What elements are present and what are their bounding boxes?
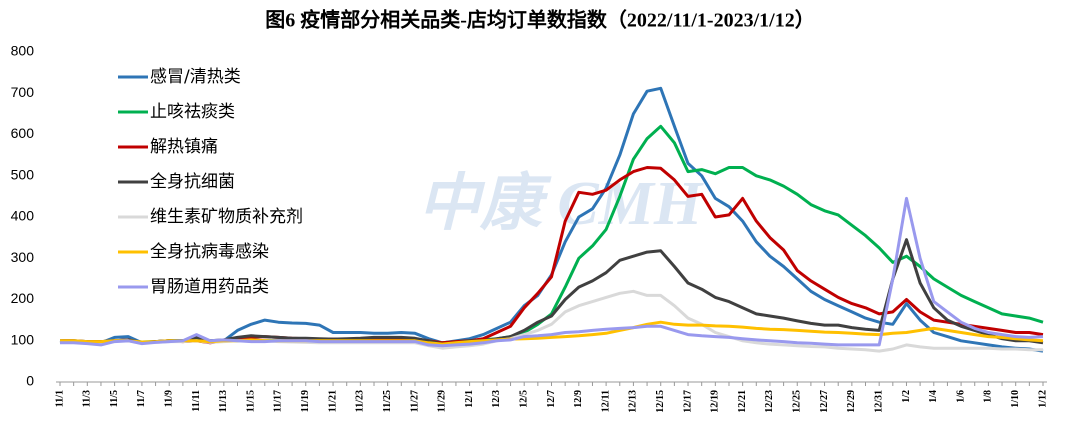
x-tick-label: 12/13 — [628, 390, 639, 413]
x-tick-label: 11/23 — [355, 390, 366, 412]
y-tick-label: 300 — [11, 249, 35, 265]
x-tick-label: 11/29 — [437, 390, 448, 412]
x-tick-label: 12/11 — [600, 390, 611, 412]
x-tick-label: 11/21 — [327, 390, 338, 412]
x-tick-label: 12/31 — [873, 390, 884, 413]
x-tick-label: 11/7 — [136, 390, 147, 407]
x-tick-label: 11/15 — [245, 390, 256, 412]
y-tick-label: 400 — [11, 208, 35, 224]
x-tick-label: 12/23 — [764, 390, 775, 413]
x-tick-label: 12/5 — [518, 390, 529, 408]
y-tick-label: 100 — [11, 331, 35, 347]
x-tick-label: 11/3 — [82, 390, 93, 407]
x-tick-label: 11/1 — [54, 390, 65, 407]
x-tick-label: 1/8 — [983, 390, 994, 403]
x-tick-label: 11/25 — [382, 390, 393, 412]
line-series — [60, 196, 1044, 348]
y-tick-label: 700 — [11, 84, 35, 100]
x-tick-label: 11/17 — [273, 390, 284, 412]
legend-label: 全身抗病毒感染 — [150, 242, 269, 262]
x-tick-label: 12/21 — [737, 390, 748, 413]
x-tick-label: 12/7 — [546, 390, 557, 408]
y-tick-label: 0 — [26, 373, 34, 389]
x-tick-label: 12/1 — [464, 390, 475, 408]
x-tick-label: 12/15 — [655, 390, 666, 413]
watermark: 中康 CMH — [418, 170, 704, 238]
legend-label: 胃肠道用药品类 — [150, 277, 269, 297]
x-tick-label: 11/5 — [109, 390, 120, 407]
x-tick-label: 11/11 — [191, 390, 202, 412]
legend-label: 解热镇痛 — [150, 137, 218, 157]
legend-label: 止咳祛痰类 — [150, 102, 235, 122]
legend-label: 感冒/清热类 — [150, 67, 241, 87]
x-tick-label: 11/9 — [164, 390, 175, 407]
x-tick-label: 12/19 — [710, 390, 721, 413]
x-tick-label: 11/13 — [218, 390, 229, 412]
x-tick-label: 12/29 — [846, 390, 857, 413]
y-tick-label: 800 — [11, 43, 35, 59]
x-tick-label: 1/6 — [955, 390, 966, 403]
x-tick-label: 12/25 — [792, 390, 803, 413]
x-tick-label: 1/2 — [901, 390, 912, 403]
x-tick-label: 1/10 — [1010, 390, 1021, 408]
x-tick-label: 12/27 — [819, 390, 830, 413]
x-tick-label: 1/4 — [928, 390, 939, 403]
legend-label: 全身抗细菌 — [150, 172, 235, 192]
y-tick-label: 600 — [11, 125, 35, 141]
x-tick-label: 11/27 — [409, 390, 420, 412]
x-tick-label: 12/9 — [573, 390, 584, 408]
x-tick-label: 12/3 — [491, 390, 502, 408]
x-tick-label: 12/17 — [682, 390, 693, 413]
y-tick-label: 500 — [11, 166, 35, 182]
x-tick-label: 1/12 — [1037, 390, 1048, 408]
legend-label: 维生素矿物质补充剂 — [150, 207, 303, 227]
x-tick-label: 11/19 — [300, 390, 311, 412]
y-tick-label: 200 — [11, 290, 35, 306]
chart-title: 图6 疫情部分相关品类-店均订单数指数（2022/11/1-2023/1/12） — [265, 8, 814, 32]
